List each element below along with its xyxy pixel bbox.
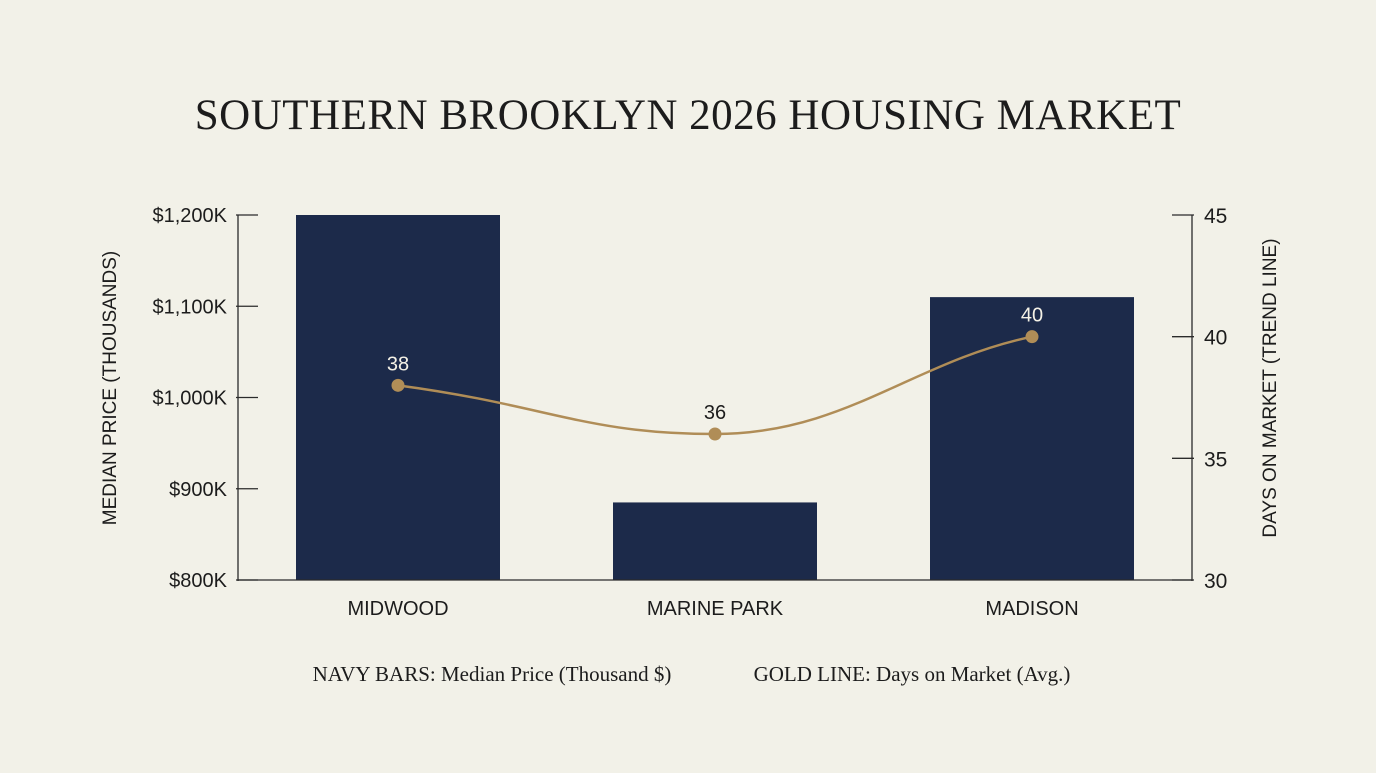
y-axis-label: MEDIAN PRICE (THOUSANDS) [100,251,121,525]
days-on-market-label: 38 [387,353,409,375]
bar-madison [930,297,1134,580]
right-tick-label: 45 [1204,205,1227,228]
bar-midwood [296,215,500,580]
bar-group [296,215,1134,580]
days-on-market-label: 40 [1021,305,1043,327]
x-tick-label: MARINE PARK [647,598,784,620]
x-tick-label: MADISON [985,598,1078,620]
legend-entry-bars: NAVY BARS: Median Price (Thousand $) [313,662,672,686]
legend-entry-line: GOLD LINE: Days on Market (Avg.) [754,662,1071,686]
left-tick-label: $1,000K [152,388,227,410]
left-tick-label: $1,100K [152,296,227,318]
days-on-market-point [708,427,722,441]
left-tick-label: $800K [169,570,227,592]
right-tick-label: 30 [1204,570,1227,593]
y2-axis-label: DAYS ON MARKET (TREND LINE) [1260,238,1281,537]
left-tick-label: $900K [169,479,227,501]
days-on-market-label: 36 [704,402,726,424]
x-axis-labels: MIDWOOD MARINE PARK MADISON [347,598,1078,620]
right-tick-label: 35 [1204,448,1227,471]
days-on-market-point [1025,330,1039,344]
left-axis-ticks: $800K $900K $1,000K $1,100K $1,200K [152,205,258,592]
right-tick-label: 40 [1204,327,1227,350]
days-on-market-point [391,378,405,392]
bar-marine-park [613,502,817,580]
right-axis-ticks: 30 35 40 45 [1172,205,1227,593]
x-tick-label: MIDWOOD [347,598,448,620]
left-tick-label: $1,200K [152,205,227,227]
line-series: 38 36 40 [387,305,1043,441]
chart-title: SOUTHERN BROOKLYN 2026 HOUSING MARKET [195,92,1181,139]
